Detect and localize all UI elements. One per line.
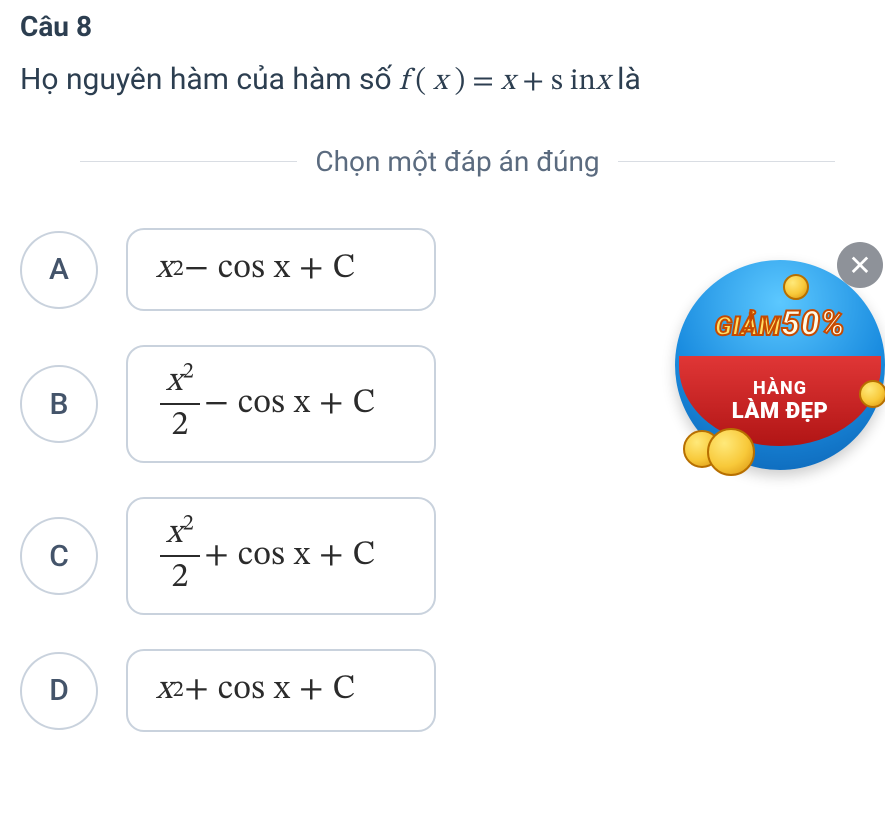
close-icon[interactable]: ✕ xyxy=(837,242,883,288)
option-letter: A xyxy=(20,231,98,309)
promo-top-word: GIẢM xyxy=(715,312,781,342)
option-math: x22 + cos x + C xyxy=(126,497,436,615)
question-stem: Họ nguyên hàm của hàm số f ( x ) = x + s… xyxy=(20,57,865,105)
stem-math: f ( x ) = x + s inx xyxy=(399,67,617,97)
option-letter: B xyxy=(20,365,98,443)
promo-badge[interactable]: GIẢM50% HÀNG LÀM ĐẸP xyxy=(675,260,885,470)
question-number: Câu 8 xyxy=(20,10,865,43)
promo-line2: LÀM ĐẸP xyxy=(732,399,829,424)
divider-left xyxy=(80,161,297,162)
promo-top: GIẢM50% xyxy=(675,304,885,344)
stem-text-before: Họ nguyên hàm của hàm số xyxy=(20,62,399,97)
coin-icon xyxy=(783,274,809,300)
option-d[interactable]: D x2 + cos x + C xyxy=(20,649,865,732)
option-math: x2 − cos x + C xyxy=(126,228,436,311)
promo-percent: 50% xyxy=(781,304,845,344)
coin-icon xyxy=(707,428,755,476)
option-math: x22 − cos x + C xyxy=(126,345,436,463)
option-math: x2 + cos x + C xyxy=(126,649,436,732)
divider-right xyxy=(618,161,835,162)
instruction-text: Chọn một đáp án đúng xyxy=(315,145,599,178)
promo-line1: HÀNG xyxy=(753,378,807,399)
stem-text-after: là xyxy=(617,62,641,97)
option-letter: D xyxy=(20,652,98,730)
option-c[interactable]: C x22 + cos x + C xyxy=(20,497,865,615)
instruction-row: Chọn một đáp án đúng xyxy=(20,145,865,178)
coin-icon xyxy=(859,380,885,408)
option-letter: C xyxy=(20,517,98,595)
